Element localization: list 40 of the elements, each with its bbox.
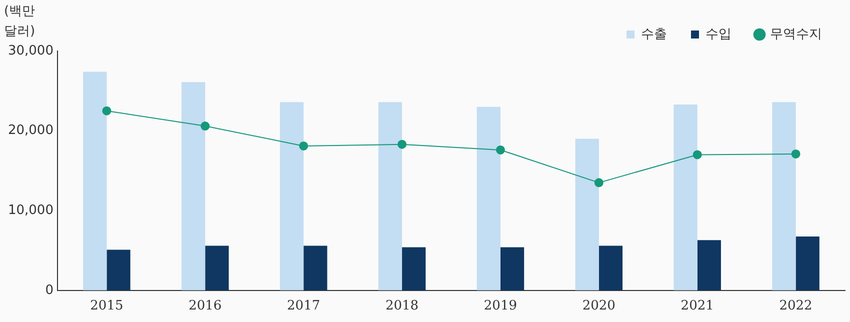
bar — [697, 240, 721, 290]
bar — [182, 82, 206, 290]
bar — [83, 72, 107, 290]
legend-label: 수입 — [706, 26, 732, 42]
x-tick-label: 2017 — [287, 298, 320, 314]
bar — [402, 247, 426, 290]
bar — [106, 250, 130, 290]
point — [791, 149, 800, 158]
bar — [772, 102, 796, 290]
bar — [304, 246, 328, 290]
point — [692, 150, 702, 160]
point — [102, 106, 112, 116]
bar — [500, 247, 524, 290]
x-tick-label: 2016 — [188, 298, 222, 314]
x-tick-label: 2015 — [90, 298, 124, 314]
bar — [205, 246, 229, 290]
bar — [280, 102, 304, 290]
bar — [476, 106, 500, 290]
legend-label: 무역수지 — [770, 26, 822, 42]
y-tick-label: 10,000 — [8, 202, 54, 218]
legend-label: 수출 — [641, 26, 667, 42]
x-tick-label: 2022 — [779, 298, 812, 314]
point — [398, 140, 407, 149]
bar — [674, 104, 698, 290]
point — [496, 145, 505, 154]
bar — [598, 246, 623, 290]
point — [299, 141, 308, 150]
y-tick-label: 0 — [45, 282, 54, 298]
x-tick-label: 2021 — [680, 298, 714, 314]
bar — [378, 102, 402, 290]
point — [200, 122, 210, 131]
x-tick-label: 2020 — [582, 298, 616, 314]
y-tick-label: 30,000 — [8, 43, 54, 58]
y-axis-title: (백만 달러) — [4, 3, 36, 41]
x-tick-label: 2019 — [484, 298, 518, 314]
point — [594, 178, 604, 188]
bar — [796, 236, 820, 290]
y-tick-label: 20,000 — [8, 123, 54, 138]
bar — [575, 138, 599, 290]
x-tick-label: 2018 — [385, 298, 419, 314]
